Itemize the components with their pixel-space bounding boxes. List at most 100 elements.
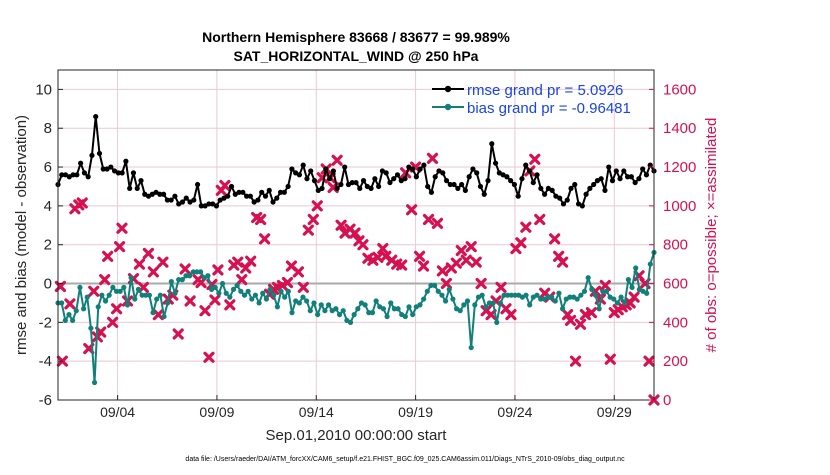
y-tick-label-left: 8: [44, 120, 52, 137]
legend-bias-marker: [444, 103, 452, 111]
bias-point: [589, 286, 595, 292]
rmse-point: [477, 183, 484, 190]
rmse-point: [198, 203, 204, 209]
rmse-point: [191, 197, 197, 203]
bias-point: [263, 296, 270, 302]
rmse-point: [266, 187, 272, 193]
rmse-point: [504, 174, 510, 180]
obs-assimilated-marker: [335, 219, 347, 231]
rmse-point: [462, 187, 468, 193]
bias-point: [417, 302, 423, 308]
rmse-point: [330, 168, 336, 174]
bias-point: [304, 298, 310, 304]
bias-point: [380, 306, 387, 312]
bias-point: [132, 296, 138, 302]
obs-assimilated-marker: [470, 256, 482, 268]
y-tick-label-left: 0: [44, 276, 52, 293]
rmse-point: [360, 178, 367, 184]
obs-assimilated-marker: [111, 303, 123, 315]
bias-point: [150, 310, 156, 316]
y-axis-label-left: rmse and bias (model - observation): [13, 115, 30, 355]
x-tick-label: 09/04: [100, 404, 135, 420]
obs-assimilated-marker: [549, 233, 561, 245]
rmse-point: [326, 176, 333, 182]
rmse-point: [376, 183, 382, 190]
rmse-point: [368, 185, 374, 192]
rmse-point: [259, 189, 265, 195]
obs-assimilated-marker: [534, 213, 546, 226]
bias-point: [585, 275, 591, 281]
rmse-point: [647, 162, 653, 168]
rmse-point: [391, 176, 397, 182]
obs-assimilated-marker: [245, 255, 257, 267]
obs-assimilated-marker: [179, 263, 191, 275]
bias-point: [497, 300, 504, 306]
y-tick-label-right: 800: [663, 237, 688, 254]
rmse-point: [632, 179, 638, 186]
obs-assimilated-marker: [604, 353, 616, 365]
bias-point: [446, 286, 452, 292]
y-tick-label-right: 600: [663, 276, 688, 293]
bias-point: [644, 290, 650, 296]
bias-point: [325, 302, 332, 308]
rmse-point: [206, 201, 212, 207]
bias-point: [490, 300, 496, 306]
obs-assimilated-marker: [426, 152, 439, 164]
rmse-point: [579, 203, 585, 209]
obs-assimilated-marker: [99, 274, 111, 286]
obs-assimilated-marker: [113, 241, 126, 253]
bias-point: [95, 304, 101, 310]
rmse-point: [274, 195, 280, 201]
bias-point: [165, 300, 171, 306]
rmse-point: [549, 187, 555, 193]
obs-assimilated-marker: [529, 153, 541, 165]
bias-point: [369, 310, 376, 316]
rmse-point: [296, 172, 303, 178]
bias-point: [216, 290, 222, 296]
y-tick-label-left: 4: [44, 198, 52, 215]
bias-point: [62, 317, 68, 324]
bias-point: [117, 288, 123, 294]
bias-point: [384, 313, 390, 320]
chart-subtitle: SAT_HORIZONTAL_WIND @ 250 hPa: [234, 48, 479, 64]
plot-frame: [57, 69, 655, 401]
bias-point: [238, 288, 244, 294]
chart-title: Northern Hemisphere 83668 / 83677 = 99.9…: [202, 29, 510, 45]
x-tick-label: 09/19: [398, 404, 433, 420]
rmse-point: [74, 172, 80, 178]
bias-point: [450, 296, 456, 302]
bias-point: [285, 288, 291, 294]
rmse-point: [281, 189, 287, 195]
bias-point: [421, 296, 427, 302]
bias-point: [439, 292, 445, 298]
bias-point: [102, 298, 109, 304]
rmse-point: [100, 166, 106, 172]
bias-point: [157, 292, 163, 298]
rmse-point: [349, 179, 355, 186]
rmse-point: [591, 181, 597, 188]
bias-point: [559, 306, 566, 312]
rmse-point: [353, 179, 359, 186]
bias-point: [472, 302, 478, 308]
rmse-point: [470, 166, 476, 172]
bias-point: [322, 308, 328, 314]
bias-point: [154, 296, 160, 302]
y-tick-label-left: -6: [39, 392, 52, 409]
rmse-point: [409, 166, 416, 172]
obs-assimilated-marker: [209, 294, 221, 306]
obs-assimilated-marker: [431, 217, 444, 229]
y-tick-label-right: 1000: [663, 198, 696, 215]
bias-point: [234, 282, 240, 289]
rmse-point: [319, 185, 325, 192]
rmse-point: [123, 158, 129, 164]
rmse-point: [213, 203, 220, 209]
obs-assimilated-marker: [281, 276, 294, 289]
rmse-point: [598, 176, 604, 182]
bias-point: [278, 288, 284, 294]
rmse-point: [428, 189, 435, 195]
bias-point: [198, 269, 204, 275]
bias-point: [274, 304, 280, 310]
bias-point: [468, 344, 474, 351]
bias-point: [523, 292, 529, 298]
bias-point: [574, 296, 580, 302]
